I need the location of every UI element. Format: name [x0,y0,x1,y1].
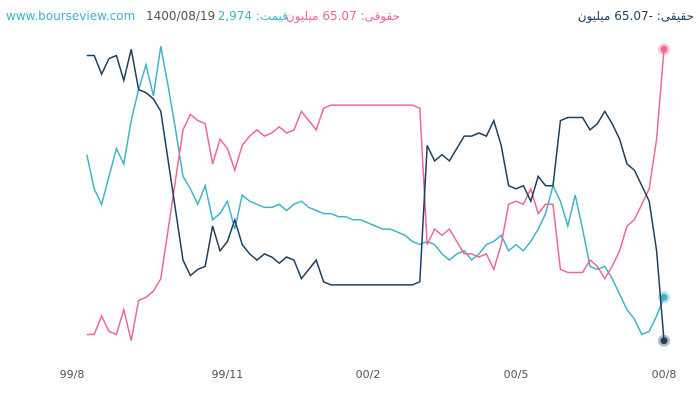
date: 1400/08/19 [146,9,216,23]
real-label: حقیقی: -65.07 میلیون [577,9,694,23]
legal-label: حقوقی: 65.07 میلیون [285,9,400,23]
series-line [86,49,665,341]
site: www.bourseview.com [6,9,136,23]
x-tick-label: 00/8 [652,368,677,381]
end-point [660,293,668,301]
series-line [86,49,665,341]
x-tick-label: 00/5 [504,368,529,381]
end-point [660,45,668,53]
x-tick-label: 00/2 [356,368,381,381]
x-tick-label: 99/11 [212,368,244,381]
end-point [660,337,668,345]
price-label: قیمت: 2,974 [217,9,288,23]
series-line [86,46,665,336]
x-tick-label: 99/8 [60,368,85,381]
